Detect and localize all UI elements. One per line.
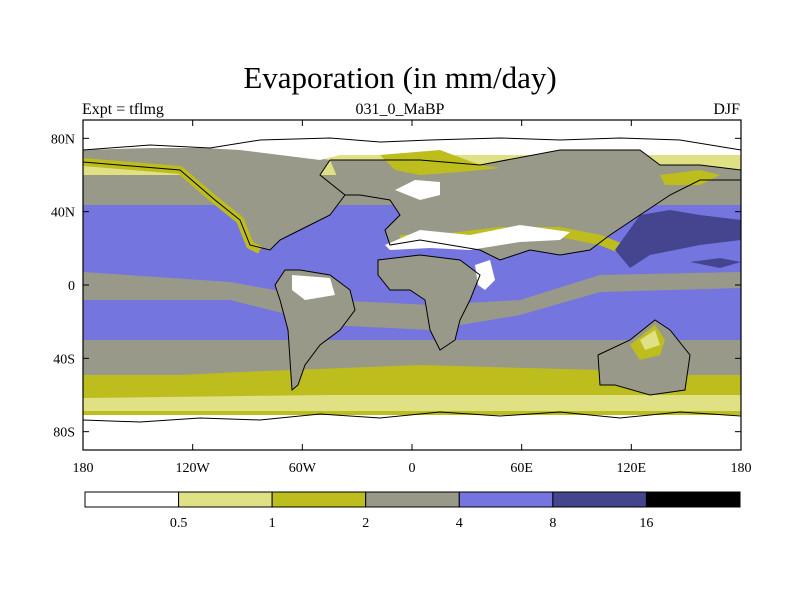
x-tick-label: 120E — [617, 461, 647, 476]
colorbar-swatch — [458, 491, 554, 508]
land-africa — [378, 255, 480, 350]
outline-south-america — [274, 269, 356, 392]
colorbar: 0.5 1 2 4 8 16 — [84, 491, 741, 531]
x-tick-label: 120W — [176, 461, 211, 476]
colorbar-swatch — [552, 491, 647, 508]
amazon-white — [292, 275, 335, 300]
mediterranean-desert — [395, 180, 440, 200]
experiment-label: Expt = tflmg — [82, 101, 164, 118]
evaporation-map — [82, 119, 742, 451]
chart-title: Evaporation (in mm/day) — [243, 60, 557, 95]
y-tick-label: 0 — [68, 279, 75, 294]
colorbar-swatch — [271, 491, 367, 508]
north-pacific-dark-tail — [690, 258, 741, 268]
colorbar-label: 4 — [456, 516, 463, 531]
colorbar-label: 1 — [269, 516, 276, 531]
land-south-america — [275, 270, 355, 390]
south-grey-strip — [83, 355, 741, 367]
season-label: DJF — [713, 101, 740, 118]
arctic-white — [83, 120, 741, 160]
antarctic-white — [83, 415, 741, 450]
colorbar-swatch — [645, 491, 741, 508]
outline-north-america — [83, 159, 346, 251]
colorbar-label: 0.5 — [170, 516, 188, 531]
equatorial-grey-band — [83, 272, 741, 330]
outline-arctic — [83, 137, 741, 151]
south-yellow-wedge — [83, 365, 741, 398]
colorbar-swatch — [178, 491, 273, 508]
colorbar-label: 16 — [639, 516, 653, 531]
south-light-strip — [83, 395, 741, 411]
arabia-desert — [475, 260, 495, 290]
colorbar-swatch — [84, 491, 180, 508]
colorbar-label: 2 — [362, 516, 369, 531]
y-tick-label: 40S — [53, 352, 75, 367]
arctic-yellow-patch — [380, 150, 500, 175]
x-tick-label: 60E — [510, 461, 533, 476]
outline-australia — [597, 319, 691, 396]
y-tick-label: 40N — [51, 206, 75, 221]
x-tick-label: 180 — [73, 461, 94, 476]
x-tick-label: 0 — [409, 461, 416, 476]
sahara-desert — [385, 225, 570, 250]
outline-eurasia — [330, 149, 741, 261]
north-pacific-dark — [615, 210, 741, 268]
colorbar-label: 8 — [549, 516, 556, 531]
outline-africa — [377, 254, 481, 351]
x-tick-label: 60W — [289, 461, 317, 476]
period-label: 031_0_MaBP — [355, 101, 445, 118]
australia-core — [640, 330, 660, 350]
outline-antarctica — [83, 411, 741, 423]
y-tick-label: 80N — [51, 132, 75, 147]
arctic-green-patch — [660, 170, 720, 185]
x-tick-label: 180 — [731, 461, 752, 476]
y-tick-label: 80S — [53, 426, 75, 441]
colorbar-swatch — [365, 491, 460, 508]
axes: 180 120W 60W 0 60E 120E 180 80N 40N 0 40S 80S — [51, 120, 752, 476]
